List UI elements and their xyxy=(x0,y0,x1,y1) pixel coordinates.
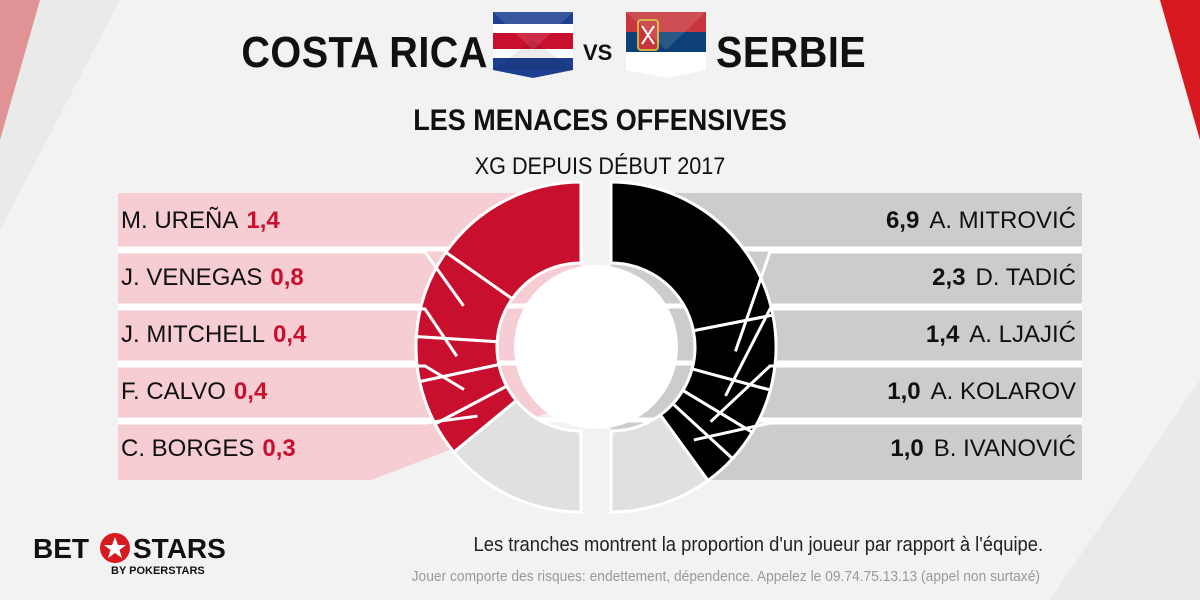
donut-slices xyxy=(414,180,778,515)
right-row-separator xyxy=(605,303,1082,309)
player-xg-value: 1,0 xyxy=(887,378,921,405)
left-leader-line xyxy=(118,250,465,307)
left-row: F. CALVO 0,4 xyxy=(121,369,267,415)
left-leader-line xyxy=(118,307,459,358)
right-leader-line xyxy=(724,307,1082,397)
player-xg-value: 1,4 xyxy=(246,207,280,234)
right-row: 1,0 A. KOLAROV xyxy=(887,369,1076,415)
player-xg-value: 6,9 xyxy=(885,207,920,234)
left-donut-remainder xyxy=(451,398,583,514)
left-row: M. UREÑA 1,4 xyxy=(121,198,280,244)
right-row-separator xyxy=(605,417,1082,423)
player-name: D. TADIĆ xyxy=(975,264,1076,291)
left-row-separator xyxy=(118,303,588,309)
left-leader-line xyxy=(118,414,478,425)
right-donut-remainder xyxy=(609,412,711,514)
left-row: J. VENEGAS 0,8 xyxy=(121,255,304,301)
vs-label: VS xyxy=(583,40,613,65)
right-donut-slice xyxy=(609,180,775,333)
left-row: J. MITCHELL 0,4 xyxy=(121,312,306,358)
player-name: A. KOLAROV xyxy=(930,378,1076,405)
team-right-title: SERBIE xyxy=(716,28,867,77)
player-xg-value: 1,0 xyxy=(890,435,924,462)
right-row: 6,9 A. MITROVIĆ xyxy=(886,198,1076,244)
player-name: A. MITROVIĆ xyxy=(929,207,1076,234)
left-row-separator xyxy=(118,246,588,252)
player-xg-value: 0,4 xyxy=(273,321,307,348)
logo-bet-text: BET xyxy=(33,533,89,564)
player-name: J. VENEGAS xyxy=(121,264,263,291)
player-xg-value: 0,3 xyxy=(262,435,296,462)
right-leader-line xyxy=(709,364,1082,423)
player-name: C. BORGES xyxy=(121,435,255,462)
player-name: J. MITCHELL xyxy=(121,321,266,348)
serbia-flag-icon xyxy=(626,12,706,78)
betstars-logo: BET STARS BY POKERSTARS xyxy=(33,533,226,577)
player-name: B. IVANOVIĆ xyxy=(933,435,1076,462)
donut-hole xyxy=(514,265,678,429)
leader-lines xyxy=(118,250,1082,442)
player-xg-value: 0,8 xyxy=(270,264,304,291)
left-row-separator xyxy=(118,417,588,423)
logo-stars-text: STARS xyxy=(133,533,226,564)
left-row: C. BORGES 0,3 xyxy=(121,426,296,472)
corner-decoration-top-right xyxy=(1160,0,1200,140)
chart-title: LES MENACES OFFENSIVES xyxy=(413,104,787,137)
left-leader-line xyxy=(118,364,465,391)
chart-subtitle: XG DEPUIS DÉBUT 2017 xyxy=(474,153,726,180)
right-row: 1,0 B. IVANOVIĆ xyxy=(890,426,1076,472)
right-row: 2,3 D. TADIĆ xyxy=(932,255,1076,301)
right-row-separator xyxy=(605,360,1082,366)
logo-subtext: BY POKERSTARS xyxy=(111,565,205,577)
right-leader-line xyxy=(734,250,1082,352)
star-icon xyxy=(104,537,126,558)
right-leader-line xyxy=(693,421,1082,442)
costa-rica-flag-icon xyxy=(493,12,573,78)
right-row: 1,4 A. LJAJIĆ xyxy=(926,312,1076,358)
player-name: A. LJAJIĆ xyxy=(969,321,1076,348)
team-left-title: COSTA RICA xyxy=(241,28,488,77)
player-name: M. UREÑA xyxy=(121,207,239,234)
player-xg-value: 0,4 xyxy=(233,378,268,405)
background-facet xyxy=(1050,380,1200,600)
chart-footnote: Les tranches montrent la proportion d'un… xyxy=(473,534,1043,556)
player-xg-value: 2,3 xyxy=(932,264,966,291)
left-row-separator xyxy=(118,360,588,366)
player-xg-value: 1,4 xyxy=(925,321,960,348)
player-name: F. CALVO xyxy=(121,378,226,405)
right-row-separator xyxy=(605,246,1082,252)
background-facet xyxy=(0,0,120,230)
legal-disclaimer: Jouer comporte des risques: endettement,… xyxy=(411,568,1040,585)
